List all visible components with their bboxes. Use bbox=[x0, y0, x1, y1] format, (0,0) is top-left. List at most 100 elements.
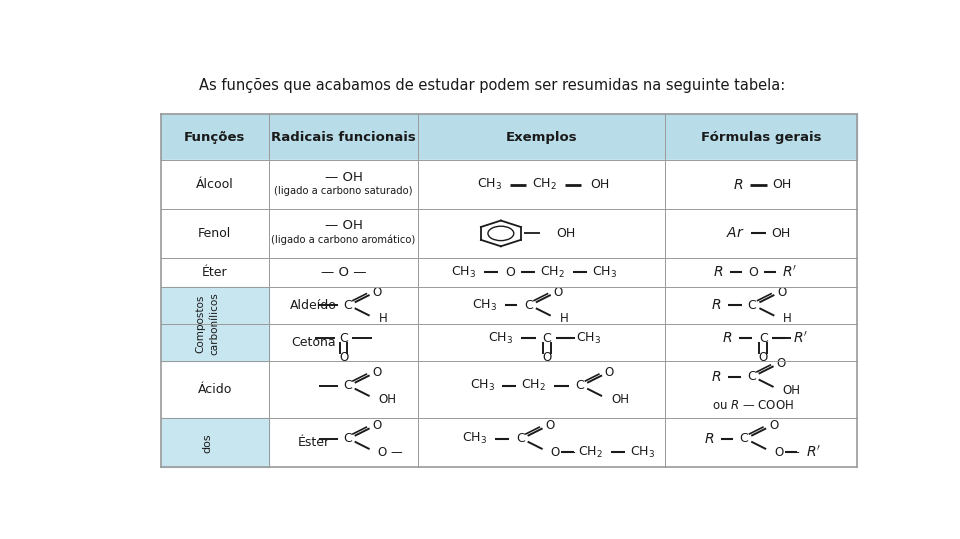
Text: O: O bbox=[777, 286, 786, 299]
Text: O: O bbox=[505, 266, 515, 279]
Text: O: O bbox=[748, 266, 757, 279]
Polygon shape bbox=[419, 258, 665, 287]
Text: Fenol: Fenol bbox=[198, 227, 231, 240]
Text: Exemplos: Exemplos bbox=[506, 131, 578, 144]
Text: $R'$: $R'$ bbox=[793, 331, 808, 346]
Text: CH$_3$: CH$_3$ bbox=[477, 177, 502, 192]
Text: OH: OH bbox=[378, 393, 396, 406]
Text: $Ar$: $Ar$ bbox=[726, 226, 744, 240]
Text: C: C bbox=[343, 379, 351, 392]
Text: As funções que acabamos de estudar podem ser resumidas na seguinte tabela:: As funções que acabamos de estudar podem… bbox=[199, 78, 785, 93]
Text: O: O bbox=[554, 286, 563, 299]
Text: $R$: $R$ bbox=[711, 370, 721, 384]
Text: $R'$: $R'$ bbox=[781, 265, 797, 280]
Text: O —: O — bbox=[551, 446, 576, 459]
Text: OH: OH bbox=[611, 393, 629, 406]
Polygon shape bbox=[665, 418, 856, 467]
Polygon shape bbox=[419, 324, 665, 361]
Polygon shape bbox=[161, 209, 269, 258]
Text: Éter: Éter bbox=[202, 266, 228, 279]
Polygon shape bbox=[269, 324, 419, 361]
Text: dos: dos bbox=[203, 433, 212, 453]
Text: O: O bbox=[339, 351, 348, 364]
Polygon shape bbox=[665, 209, 856, 258]
Text: $R$: $R$ bbox=[733, 178, 744, 192]
Text: H: H bbox=[378, 313, 387, 326]
Text: C: C bbox=[524, 299, 533, 312]
Text: C: C bbox=[739, 432, 748, 445]
Text: CH$_3$: CH$_3$ bbox=[451, 265, 476, 280]
Text: OH: OH bbox=[782, 384, 801, 397]
Text: OH: OH bbox=[772, 178, 791, 191]
Text: CH$_2$: CH$_2$ bbox=[532, 177, 557, 192]
Text: O: O bbox=[372, 419, 382, 432]
Text: H: H bbox=[783, 313, 792, 326]
Text: O: O bbox=[542, 351, 552, 364]
Text: (ligado a carbono saturado): (ligado a carbono saturado) bbox=[275, 186, 413, 196]
Text: C: C bbox=[575, 379, 584, 392]
Text: O: O bbox=[372, 366, 382, 379]
Text: Radicais funcionais: Radicais funcionais bbox=[271, 131, 416, 144]
Text: C: C bbox=[758, 332, 767, 345]
Text: Aldeído: Aldeído bbox=[290, 299, 337, 312]
Polygon shape bbox=[161, 361, 269, 418]
Polygon shape bbox=[419, 209, 665, 258]
Polygon shape bbox=[665, 258, 856, 287]
Text: CH$_2$: CH$_2$ bbox=[521, 378, 546, 393]
Text: $R$: $R$ bbox=[711, 298, 721, 312]
Text: O: O bbox=[769, 419, 779, 432]
Polygon shape bbox=[161, 114, 856, 160]
Polygon shape bbox=[419, 361, 665, 418]
Text: O: O bbox=[777, 357, 785, 370]
Text: CH$_3$: CH$_3$ bbox=[469, 378, 494, 393]
Text: Éster: Éster bbox=[298, 437, 329, 450]
Polygon shape bbox=[269, 287, 419, 324]
Text: $R$: $R$ bbox=[712, 265, 723, 279]
Polygon shape bbox=[269, 361, 419, 418]
Text: OH: OH bbox=[590, 178, 610, 191]
Polygon shape bbox=[419, 160, 665, 209]
Polygon shape bbox=[161, 160, 269, 209]
Polygon shape bbox=[161, 258, 269, 287]
Polygon shape bbox=[269, 209, 419, 258]
Text: O: O bbox=[545, 419, 555, 432]
Polygon shape bbox=[161, 418, 269, 467]
Text: O —: O — bbox=[775, 446, 800, 459]
Polygon shape bbox=[665, 160, 856, 209]
Text: O: O bbox=[605, 366, 614, 379]
Text: $R'$: $R'$ bbox=[806, 445, 822, 460]
Text: $R$: $R$ bbox=[722, 331, 732, 345]
Polygon shape bbox=[665, 324, 856, 361]
Text: H: H bbox=[560, 313, 568, 326]
Text: CH$_3$: CH$_3$ bbox=[489, 331, 514, 346]
Text: CH$_3$: CH$_3$ bbox=[472, 298, 497, 313]
Text: Cetona: Cetona bbox=[291, 336, 336, 349]
Text: O: O bbox=[372, 286, 382, 299]
Text: CH$_3$: CH$_3$ bbox=[576, 331, 601, 346]
Text: C: C bbox=[542, 332, 551, 345]
Text: — OH: — OH bbox=[324, 171, 363, 184]
Polygon shape bbox=[161, 324, 269, 361]
Text: (ligado a carbono aromático): (ligado a carbono aromático) bbox=[272, 235, 416, 245]
Polygon shape bbox=[269, 160, 419, 209]
Text: Funções: Funções bbox=[184, 131, 246, 144]
Text: C: C bbox=[747, 370, 756, 383]
Polygon shape bbox=[269, 418, 419, 467]
Text: CH$_3$: CH$_3$ bbox=[592, 265, 617, 280]
Text: CH$_3$: CH$_3$ bbox=[630, 445, 655, 460]
Polygon shape bbox=[269, 258, 419, 287]
Text: C: C bbox=[343, 299, 351, 312]
Text: — OH: — OH bbox=[324, 219, 363, 232]
Text: Ácido: Ácido bbox=[198, 383, 232, 396]
Text: — O —: — O — bbox=[321, 266, 367, 279]
Polygon shape bbox=[419, 418, 665, 467]
Text: $R$: $R$ bbox=[704, 432, 714, 446]
Text: C: C bbox=[339, 332, 348, 345]
Text: C: C bbox=[516, 432, 524, 445]
Text: CH$_2$: CH$_2$ bbox=[540, 265, 564, 280]
Text: C: C bbox=[748, 299, 756, 312]
Text: ou $R$ — COOH: ou $R$ — COOH bbox=[712, 399, 795, 412]
Polygon shape bbox=[161, 287, 269, 361]
Text: Fórmulas gerais: Fórmulas gerais bbox=[701, 131, 821, 144]
Text: CH$_2$: CH$_2$ bbox=[578, 445, 603, 460]
